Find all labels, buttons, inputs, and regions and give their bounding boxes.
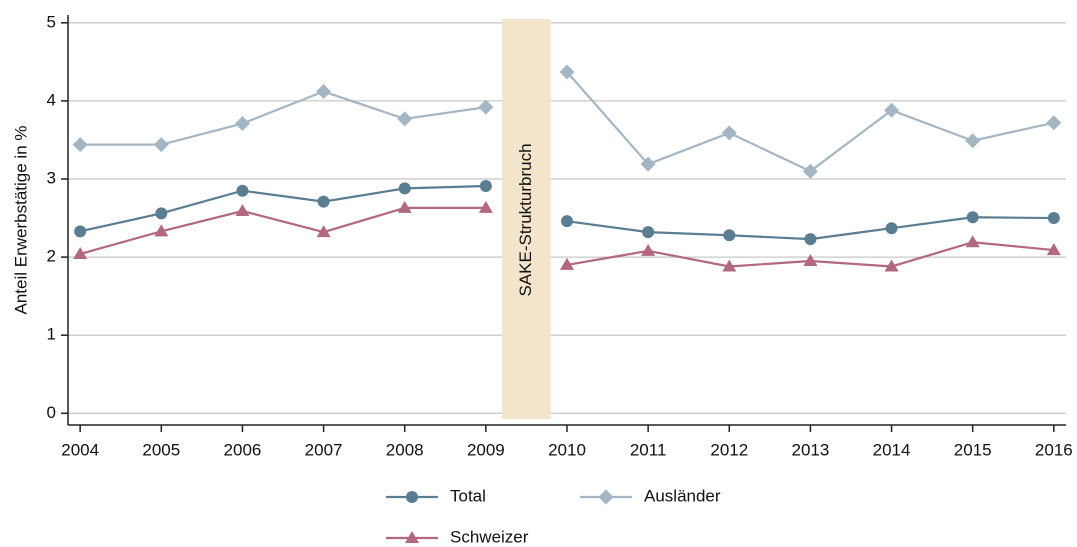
legend-marker [406,491,418,503]
data-point [317,195,330,208]
data-point [478,99,494,115]
data-point [965,133,981,149]
series-line [566,71,1055,173]
x-tick-label: 2016 [1035,440,1073,459]
data-point [154,224,169,237]
data-point [723,229,736,242]
data-point [236,184,249,197]
data-point [72,137,88,153]
data-point [235,204,250,217]
data-point [560,257,574,270]
data-point [1047,212,1060,225]
data-point [803,254,818,266]
series-line [80,90,487,146]
x-tick-label: 2008 [386,440,424,459]
series-line [79,184,486,233]
series-line [79,206,486,256]
y-tick-label: 2 [47,247,56,266]
data-point [885,222,898,235]
legend-label: Total [450,486,486,505]
x-tick-label: 2011 [630,440,667,459]
x-tick-label: 2004 [61,440,99,459]
x-tick-label: 2015 [954,440,992,459]
data-point [1046,243,1061,256]
data-point [802,163,818,179]
data-point [155,207,168,220]
data-point [722,259,737,272]
x-tick-label: 2007 [305,440,343,459]
data-point [478,200,493,213]
data-point [965,235,980,248]
y-tick-label: 4 [47,90,56,109]
data-point [561,215,573,228]
data-point [398,182,411,195]
data-point [316,84,332,100]
y-tick-label: 1 [47,325,56,344]
x-tick-label: 2014 [873,440,911,459]
x-tick-label: 2006 [224,440,262,459]
data-point [397,111,413,127]
data-point [479,180,492,193]
legend-label: Ausländer [644,486,721,505]
annotation-band [502,19,551,419]
data-point [640,156,656,172]
data-point [559,64,575,80]
y-tick-label: 0 [47,403,56,422]
x-tick-label: 2010 [548,440,586,459]
legend-marker [598,489,614,505]
legend-label: Schweizer [450,527,529,546]
data-point [966,211,979,224]
x-tick-label: 2005 [142,440,180,459]
data-point [641,243,656,256]
data-point [234,116,250,132]
y-tick-label: 3 [47,168,56,187]
data-point [316,225,331,238]
data-point [804,233,817,246]
data-point [884,102,900,118]
data-point [1046,115,1062,131]
data-point [642,226,655,239]
x-tick-label: 2012 [710,440,748,459]
y-tick-label: 5 [47,12,56,31]
data-point [884,259,899,272]
data-point [73,246,88,259]
data-point [721,125,737,141]
data-point [153,137,169,153]
data-point [397,200,412,213]
x-tick-label: 2009 [467,440,505,459]
annotation-label: SAKE-Strukturbruch [516,143,535,296]
data-point [74,225,87,238]
y-axis-label: Anteil Erwerbstätige in % [11,126,30,315]
x-tick-label: 2013 [792,440,830,459]
legend-marker [405,531,419,543]
